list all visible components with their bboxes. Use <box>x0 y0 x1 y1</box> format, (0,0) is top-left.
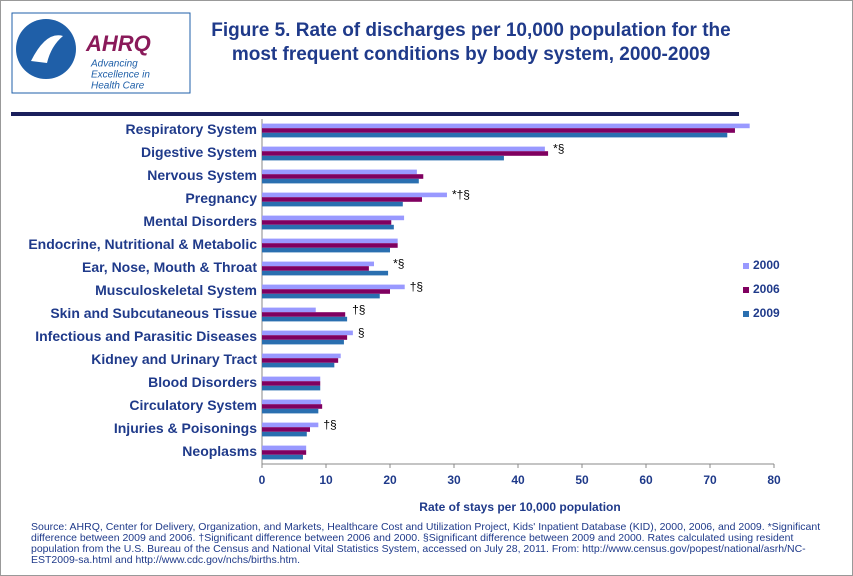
y-tick-label: Ear, Nose, Mouth & Throat <box>82 259 257 275</box>
y-tick-label: Digestive System <box>141 144 257 160</box>
bar <box>262 146 545 152</box>
bar <box>262 220 392 225</box>
annotation: § <box>358 326 365 340</box>
logo-tagline: Excellence in <box>91 70 150 81</box>
bar <box>262 197 422 202</box>
bar <box>262 289 390 294</box>
bar <box>262 178 419 184</box>
bar <box>262 307 316 313</box>
bar <box>262 128 735 133</box>
y-tick-label: Kidney and Urinary Tract <box>91 351 257 367</box>
bar <box>262 192 447 198</box>
bar <box>262 247 390 253</box>
annotation: †§ <box>352 303 365 317</box>
bar <box>262 201 403 207</box>
y-tick-label: Nervous System <box>147 167 257 183</box>
bar <box>262 151 549 156</box>
bar <box>262 215 405 221</box>
bar <box>262 335 348 340</box>
x-tick-label: 80 <box>767 473 781 487</box>
bar <box>262 174 424 179</box>
y-tick-label: Infectious and Parasitic Diseases <box>35 328 257 344</box>
y-tick-label: Musculoskeletal System <box>95 282 257 298</box>
legend-swatch <box>743 287 749 293</box>
legend-swatch <box>743 263 749 269</box>
bar <box>262 399 321 405</box>
x-tick-label: 30 <box>447 473 461 487</box>
bar <box>262 284 405 290</box>
y-tick-label: Mental Disorders <box>143 213 257 229</box>
y-tick-label: Skin and Subcutaneous Tissue <box>50 305 257 321</box>
bar <box>262 123 750 129</box>
annotation: *†§ <box>452 188 470 202</box>
x-tick-label: 50 <box>575 473 589 487</box>
bar <box>262 376 321 382</box>
bar <box>262 431 307 437</box>
bar <box>262 404 323 409</box>
bar <box>262 266 369 271</box>
bar <box>262 270 389 276</box>
bar <box>262 408 319 414</box>
y-tick-label: Pregnancy <box>185 190 257 206</box>
annotation: *§ <box>553 142 564 156</box>
legend-label: 2000 <box>753 258 780 272</box>
chart-title: Figure 5. Rate of discharges per 10,000 … <box>211 20 731 65</box>
bar <box>262 132 728 138</box>
annotation: *§ <box>393 257 404 271</box>
bar <box>262 316 348 322</box>
legend-label: 2006 <box>753 282 780 296</box>
logo: AHRQ Advancing Excellence in Health Care <box>11 12 191 94</box>
bar <box>262 454 303 460</box>
y-tick-label: Blood Disorders <box>148 374 257 390</box>
hhs-eagle <box>31 35 63 63</box>
bar <box>262 155 504 161</box>
y-tick-label: Respiratory System <box>125 121 257 137</box>
y-tick-label: Circulatory System <box>129 397 257 413</box>
bar <box>262 243 398 248</box>
bar <box>262 293 380 299</box>
bar <box>262 422 319 428</box>
x-tick-label: 10 <box>319 473 333 487</box>
logo-tagline: Advancing <box>90 59 138 70</box>
logo-name: AHRQ <box>85 31 151 56</box>
bar <box>262 427 310 432</box>
bar <box>262 339 344 345</box>
bar <box>262 238 398 244</box>
bar <box>262 169 417 175</box>
x-tick-label: 0 <box>259 473 266 487</box>
x-axis-title: Rate of stays per 10,000 population <box>419 500 620 514</box>
bar <box>262 312 346 317</box>
source-note: Source: AHRQ, Center for Delivery, Organ… <box>31 521 821 566</box>
y-tick-label: Neoplasms <box>182 443 257 459</box>
legend-swatch <box>743 311 749 317</box>
bar <box>262 330 353 336</box>
bar <box>262 224 394 230</box>
legend-label: 2009 <box>753 306 780 320</box>
logo-tagline: Health Care <box>91 81 145 92</box>
bar <box>262 362 335 368</box>
x-tick-label: 70 <box>703 473 717 487</box>
y-tick-label: Injuries & Poisonings <box>114 420 257 436</box>
bar <box>262 358 339 363</box>
bar <box>262 261 374 267</box>
bar <box>262 450 307 455</box>
y-tick-label: Endocrine, Nutritional & Metabolic <box>28 236 257 252</box>
x-tick-label: 60 <box>639 473 653 487</box>
bar <box>262 353 341 359</box>
bar <box>262 445 307 451</box>
x-tick-label: 20 <box>383 473 397 487</box>
bar <box>262 385 321 391</box>
x-tick-label: 40 <box>511 473 525 487</box>
annotation: †§ <box>323 418 336 432</box>
annotation: †§ <box>410 280 423 294</box>
bar <box>262 381 321 386</box>
